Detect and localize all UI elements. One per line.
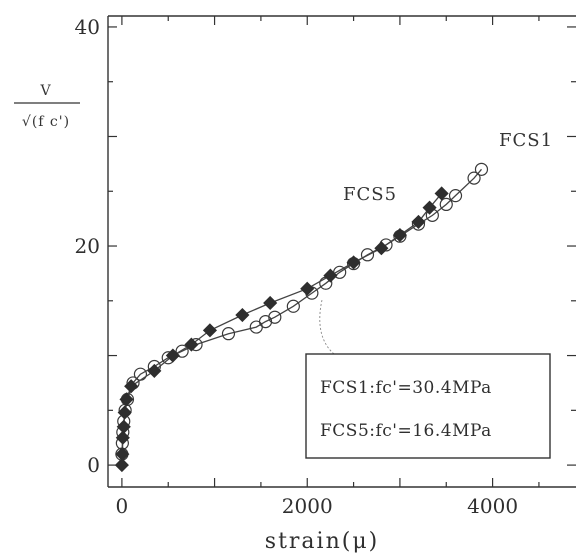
data-point-fcs5 <box>422 200 437 215</box>
data-point-fcs1 <box>474 162 489 176</box>
data-point-fcs1 <box>467 171 481 185</box>
data-point-fcs1 <box>268 310 282 324</box>
data-point-fcs1 <box>448 189 463 203</box>
data-point-fcs5 <box>392 228 407 243</box>
annotation-fcs5: FCS5 <box>343 184 397 205</box>
x-axis-title: strain(μ) <box>265 529 379 554</box>
data-point-fcs1 <box>286 299 300 313</box>
legend-entry-fcs5: FCS5:fc'=16.4MPa <box>320 421 492 441</box>
x-tick-label: 2000 <box>282 494 333 518</box>
data-point-fcs5 <box>147 363 162 378</box>
data-point-fcs1 <box>439 197 453 211</box>
y-axis-title-denominator: √(f c') <box>22 114 70 130</box>
annotation-fcs1: FCS1 <box>499 130 553 151</box>
data-point-fcs5 <box>323 268 338 283</box>
data-point-fcs5 <box>235 307 250 323</box>
data-point-fcs5 <box>116 419 131 434</box>
y-tick-label: 0 <box>87 453 100 477</box>
data-point-fcs1 <box>221 327 236 341</box>
data-point-fcs5 <box>114 458 129 473</box>
data-point-fcs5 <box>115 430 130 445</box>
data-point-fcs5 <box>119 392 134 407</box>
data-point-fcs5 <box>115 447 130 462</box>
annotation-leader-line <box>319 299 335 355</box>
data-point-fcs5 <box>202 323 218 338</box>
y-axis-title-numerator: V <box>39 83 51 99</box>
data-point-fcs5 <box>374 241 389 256</box>
data-point-fcs5 <box>165 348 180 363</box>
chart-marks <box>114 162 489 473</box>
data-point-fcs5 <box>184 337 199 352</box>
data-point-fcs5 <box>263 295 278 311</box>
data-point-fcs5 <box>124 379 139 394</box>
data-point-fcs1 <box>175 344 189 358</box>
axes <box>107 15 576 488</box>
data-point-fcs5 <box>300 281 315 296</box>
data-point-fcs5 <box>434 186 449 201</box>
data-point-fcs5 <box>346 255 361 270</box>
legend-entry-fcs1: FCS1:fc'=30.4MPa <box>320 378 492 398</box>
y-tick-label: 40 <box>75 15 100 39</box>
legend-box <box>305 353 551 459</box>
data-point-fcs5 <box>117 405 132 420</box>
data-point-fcs1 <box>360 248 375 262</box>
y-tick-label: 20 <box>75 234 100 258</box>
x-tick-label: 4000 <box>467 494 518 518</box>
chart-labels: 0 2000 4000 0 20 40 strain(μ) V √(f c') FCS1 FCS5 F… <box>14 15 553 554</box>
x-tick-label: 0 <box>116 494 129 518</box>
data-point-fcs5 <box>411 214 426 229</box>
